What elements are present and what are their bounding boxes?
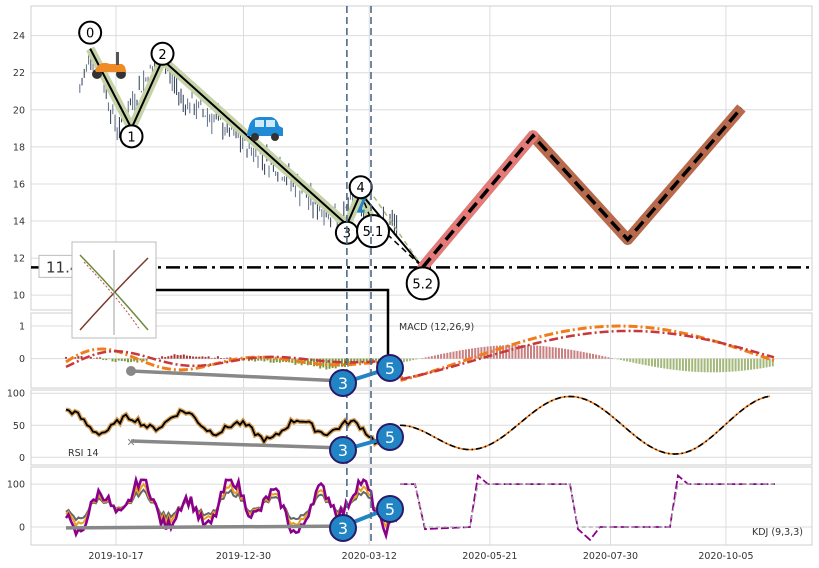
- rsi-panel: RSI 14 ✕: [65, 395, 771, 459]
- x-tick-label: 2019-10-17: [88, 551, 143, 562]
- divergence-line: [130, 439, 344, 450]
- divergence-marker: [376, 423, 404, 451]
- panel-frame: [30, 466, 813, 546]
- logo-inset: [71, 241, 157, 339]
- wave-marker: [150, 41, 175, 66]
- divergence-cross: ✕: [126, 436, 135, 449]
- price-y-tick-label: 24: [13, 31, 25, 42]
- divergence-marker: [376, 495, 404, 523]
- price-y-tick-label: 20: [13, 105, 25, 116]
- panel-frame: [30, 312, 813, 389]
- divergence-marker-label: 5: [385, 359, 395, 378]
- x-tick-label: 2020-03-12: [342, 551, 397, 562]
- connector-line: [156, 288, 390, 368]
- rsi-label: RSI 14: [68, 448, 99, 459]
- rsi-proj: [399, 395, 771, 455]
- macd-panel: MACD (12,26,9): [65, 322, 775, 385]
- rsi-y-tick-label: 50: [13, 421, 25, 432]
- kdj-label: KDJ (9,3,3): [752, 527, 803, 538]
- wave-line: [89, 48, 348, 226]
- level-label: 11.4: [46, 258, 79, 276]
- scooter-icon: [92, 52, 126, 79]
- kdj-proj-d: [400, 483, 775, 528]
- rsi-y-tick-label: 100: [7, 389, 25, 400]
- rsi-line: [65, 408, 394, 446]
- price-panel: 11.4 0 1 2 3 4 5.1 5.2: [31, 20, 812, 339]
- divergence-marker: [376, 354, 404, 382]
- wave-label: 0: [86, 27, 94, 42]
- panel-frame: [30, 389, 813, 466]
- kdj-panel: KDJ (9,3,3): [64, 473, 803, 542]
- wave-marker: [119, 124, 144, 149]
- wave-line-dashed: [359, 192, 424, 268]
- price-y-tick-label: 14: [13, 217, 25, 228]
- divergence-marker-label: 5: [385, 500, 395, 519]
- macd-y-tick-label: 0: [19, 354, 25, 365]
- x-tick-label: 2019-12-30: [216, 551, 271, 562]
- divergence-marker: [329, 436, 357, 464]
- wave-guide: [368, 188, 424, 268]
- x-tick-label: 2020-05-21: [462, 551, 517, 562]
- macd-y-tick-label: 1: [19, 322, 25, 333]
- divergence-marker-label: 5: [385, 428, 395, 447]
- wave-label: 2: [158, 48, 166, 63]
- kdj-y-tick-label: 100: [7, 480, 25, 491]
- wave-label: 3: [343, 227, 351, 242]
- divergence-marker-label: 3: [338, 519, 348, 538]
- divergence-marker: [329, 514, 357, 542]
- kdj-y-tick-label: 0: [19, 523, 25, 534]
- price-y-tick-label: 12: [13, 254, 25, 265]
- wave-label: 5.1: [363, 225, 384, 240]
- wave-marker: [405, 266, 440, 301]
- price-y-tick-label: 16: [13, 179, 25, 190]
- signal-line: [65, 329, 775, 381]
- wave-marker: [356, 214, 390, 249]
- kdj-j-line: [64, 474, 400, 541]
- overlay: 3 5 3 5 3 5: [156, 6, 404, 545]
- car-icon: [247, 117, 283, 141]
- kdj-proj: [400, 473, 775, 542]
- rsi-y-tick-label: 0: [19, 453, 25, 464]
- price-y-tick-label: 22: [13, 68, 25, 79]
- projection-line: [421, 106, 743, 269]
- price-y-tick-label: 10: [13, 291, 25, 302]
- divergence-marker-label: 3: [338, 441, 348, 460]
- divergence-marker: [329, 369, 357, 397]
- x-tick-label: 2020-07-30: [583, 551, 638, 562]
- price-y-tick-label: 18: [13, 142, 25, 153]
- wave-marker: [78, 20, 103, 45]
- x-tick-label: 2020-10-05: [698, 551, 753, 562]
- divergence-start: [126, 366, 136, 376]
- panel-frame: [30, 5, 813, 311]
- macd-label: MACD (12,26,9): [399, 322, 474, 333]
- divergence-marker-label: 3: [338, 374, 348, 393]
- wave-label: 4: [357, 181, 365, 196]
- panels: [30, 5, 813, 546]
- divergence-line: [130, 369, 344, 383]
- wave-label: 5.2: [412, 277, 433, 292]
- wave-label: 1: [127, 130, 135, 145]
- divergence-line: [65, 524, 344, 530]
